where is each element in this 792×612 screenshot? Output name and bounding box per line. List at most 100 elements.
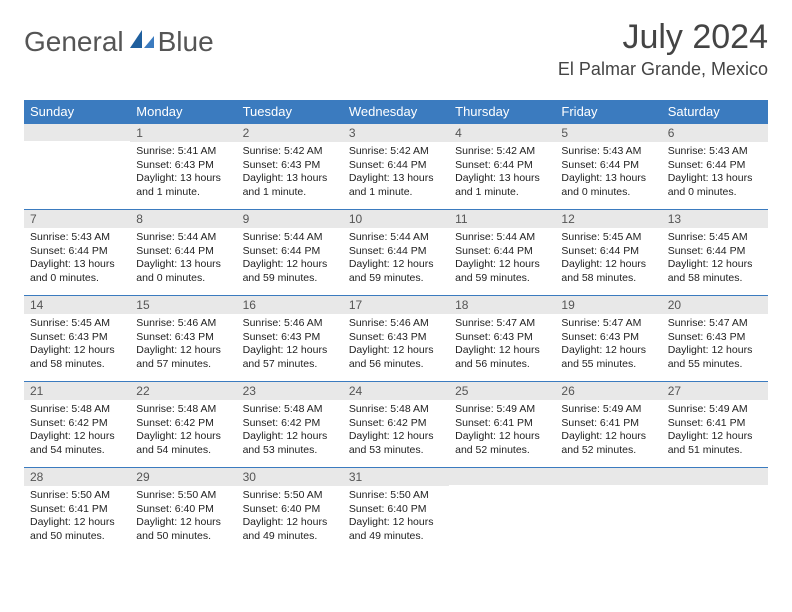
calendar-row: 21Sunrise: 5:48 AMSunset: 6:42 PMDayligh… [24, 381, 768, 467]
sunset-line: Sunset: 6:44 PM [455, 245, 533, 257]
day-number: 11 [449, 209, 555, 228]
sunset-line: Sunset: 6:41 PM [455, 417, 533, 429]
daylight-line: Daylight: 12 hours and 58 minutes. [30, 344, 115, 370]
day-number: 4 [449, 123, 555, 142]
sunset-line: Sunset: 6:43 PM [243, 159, 321, 171]
day-number: 6 [662, 123, 768, 142]
sunrise-line: Sunrise: 5:41 AM [136, 145, 216, 157]
day-text: Sunrise: 5:50 AMSunset: 6:40 PMDaylight:… [237, 486, 343, 548]
day-number: 3 [343, 123, 449, 142]
sunset-line: Sunset: 6:44 PM [668, 245, 746, 257]
daylight-line: Daylight: 12 hours and 54 minutes. [30, 430, 115, 456]
day-number: 29 [130, 467, 236, 486]
header: General Blue July 2024 El Palmar Grande,… [24, 18, 768, 80]
calendar-cell: 5Sunrise: 5:43 AMSunset: 6:44 PMDaylight… [555, 123, 661, 209]
calendar-cell: 10Sunrise: 5:44 AMSunset: 6:44 PMDayligh… [343, 209, 449, 295]
calendar-cell [24, 123, 130, 209]
day-text: Sunrise: 5:50 AMSunset: 6:40 PMDaylight:… [343, 486, 449, 548]
day-number: 5 [555, 123, 661, 142]
sunset-line: Sunset: 6:44 PM [561, 159, 639, 171]
calendar-head: SundayMondayTuesdayWednesdayThursdayFrid… [24, 100, 768, 123]
sunset-line: Sunset: 6:43 PM [455, 331, 533, 343]
sunrise-line: Sunrise: 5:44 AM [243, 231, 323, 243]
calendar-cell: 15Sunrise: 5:46 AMSunset: 6:43 PMDayligh… [130, 295, 236, 381]
weekday-header: Tuesday [237, 100, 343, 123]
sunrise-line: Sunrise: 5:44 AM [136, 231, 216, 243]
daylight-line: Daylight: 12 hours and 59 minutes. [455, 258, 540, 284]
calendar-table: SundayMondayTuesdayWednesdayThursdayFrid… [24, 100, 768, 553]
day-number-empty [555, 467, 661, 485]
day-text: Sunrise: 5:50 AMSunset: 6:41 PMDaylight:… [24, 486, 130, 548]
calendar-row: 14Sunrise: 5:45 AMSunset: 6:43 PMDayligh… [24, 295, 768, 381]
day-number: 19 [555, 295, 661, 314]
calendar-cell: 8Sunrise: 5:44 AMSunset: 6:44 PMDaylight… [130, 209, 236, 295]
sunrise-line: Sunrise: 5:45 AM [30, 317, 110, 329]
calendar-cell: 25Sunrise: 5:49 AMSunset: 6:41 PMDayligh… [449, 381, 555, 467]
daylight-line: Daylight: 12 hours and 56 minutes. [455, 344, 540, 370]
daylight-line: Daylight: 12 hours and 56 minutes. [349, 344, 434, 370]
daylight-line: Daylight: 12 hours and 49 minutes. [349, 516, 434, 542]
sunset-line: Sunset: 6:44 PM [455, 159, 533, 171]
day-number: 18 [449, 295, 555, 314]
sunrise-line: Sunrise: 5:48 AM [349, 403, 429, 415]
day-number: 30 [237, 467, 343, 486]
day-text: Sunrise: 5:42 AMSunset: 6:44 PMDaylight:… [343, 142, 449, 204]
day-number: 21 [24, 381, 130, 400]
daylight-line: Daylight: 12 hours and 50 minutes. [136, 516, 221, 542]
day-text: Sunrise: 5:43 AMSunset: 6:44 PMDaylight:… [662, 142, 768, 204]
day-text: Sunrise: 5:48 AMSunset: 6:42 PMDaylight:… [237, 400, 343, 462]
day-text: Sunrise: 5:49 AMSunset: 6:41 PMDaylight:… [449, 400, 555, 462]
day-number-empty [662, 467, 768, 485]
calendar-cell: 31Sunrise: 5:50 AMSunset: 6:40 PMDayligh… [343, 467, 449, 553]
sunset-line: Sunset: 6:44 PM [243, 245, 321, 257]
day-text: Sunrise: 5:41 AMSunset: 6:43 PMDaylight:… [130, 142, 236, 204]
sunset-line: Sunset: 6:43 PM [243, 331, 321, 343]
daylight-line: Daylight: 12 hours and 54 minutes. [136, 430, 221, 456]
sunset-line: Sunset: 6:44 PM [561, 245, 639, 257]
sunset-line: Sunset: 6:44 PM [668, 159, 746, 171]
calendar-row: 7Sunrise: 5:43 AMSunset: 6:44 PMDaylight… [24, 209, 768, 295]
calendar-cell: 18Sunrise: 5:47 AMSunset: 6:43 PMDayligh… [449, 295, 555, 381]
weekday-header: Thursday [449, 100, 555, 123]
day-text: Sunrise: 5:45 AM Sunset: 6:43 PMDaylight:… [24, 314, 130, 376]
sunrise-line: Sunrise: 5:42 AM [349, 145, 429, 157]
sunrise-line: Sunrise: 5:46 AM [243, 317, 323, 329]
day-text: Sunrise: 5:48 AMSunset: 6:42 PMDaylight:… [130, 400, 236, 462]
sunrise-line: Sunrise: 5:48 AM [136, 403, 216, 415]
day-number: 9 [237, 209, 343, 228]
day-number: 17 [343, 295, 449, 314]
calendar-row: 28Sunrise: 5:50 AMSunset: 6:41 PMDayligh… [24, 467, 768, 553]
sunrise-line: Sunrise: 5:49 AM [668, 403, 748, 415]
calendar-cell: 11 Sunrise: 5:44 AM Sunset: 6:44 PMDayligh… [449, 209, 555, 295]
sunset-line: Sunset: 6:44 PM [136, 245, 214, 257]
day-number-empty [449, 467, 555, 485]
day-number: 24 [343, 381, 449, 400]
calendar-cell: 23Sunrise: 5:48 AMSunset: 6:42 PMDayligh… [237, 381, 343, 467]
day-text: Sunrise: 5:43 AMSunset: 6:44 PMDaylight:… [24, 228, 130, 290]
day-number: 8 [130, 209, 236, 228]
day-text-empty [662, 485, 768, 535]
day-text: Sunrise: 5:49 AMSunset: 6:41 PMDaylight:… [555, 400, 661, 462]
logo-word2: Blue [158, 26, 214, 58]
sunrise-line: Sunrise: 5:44 AM [455, 231, 535, 243]
sunrise-line: Sunrise: 5:48 AM [30, 403, 110, 415]
day-text: Sunrise: 5:44 AMSunset: 6:44 PMDaylight:… [343, 228, 449, 290]
calendar-cell: 16Sunrise: 5:46 AMSunset: 6:43 PMDayligh… [237, 295, 343, 381]
sunrise-line: Sunrise: 5:44 AM [349, 231, 429, 243]
sunrise-line: Sunrise: 5:43 AM [30, 231, 110, 243]
day-number: 27 [662, 381, 768, 400]
day-number: 12 [555, 209, 661, 228]
day-text: Sunrise: 5:45 AMSunset: 6:44 PMDaylight:… [555, 228, 661, 290]
daylight-line: Daylight: 12 hours and 52 minutes. [455, 430, 540, 456]
day-number: 15 [130, 295, 236, 314]
sunset-line: Sunset: 6:44 PM [30, 245, 108, 257]
calendar-cell [449, 467, 555, 553]
sunset-line: Sunset: 6:43 PM [136, 159, 214, 171]
day-number-empty [24, 123, 130, 141]
sunset-line: Sunset: 6:43 PM [349, 331, 427, 343]
sunset-line: Sunset: 6:43 PM [668, 331, 746, 343]
day-number: 31 [343, 467, 449, 486]
title-block: July 2024 El Palmar Grande, Mexico [558, 18, 768, 80]
calendar-cell: 9Sunrise: 5:44 AMSunset: 6:44 PMDaylight… [237, 209, 343, 295]
sunset-line: Sunset: 6:43 PM [30, 331, 108, 343]
